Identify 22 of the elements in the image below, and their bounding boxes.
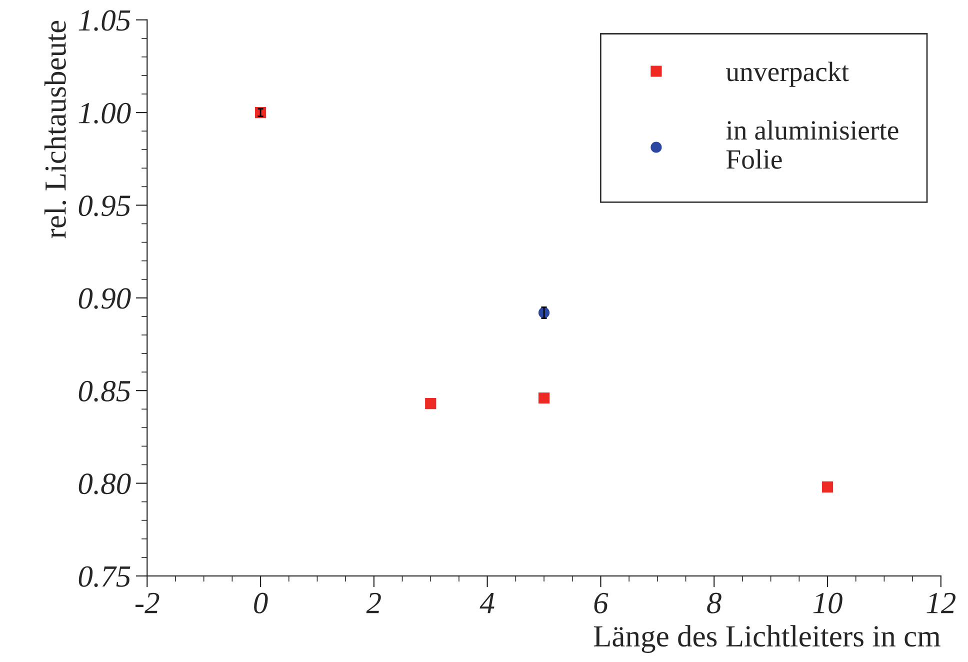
y-axis-title: rel. Lichtausbeute <box>44 20 66 238</box>
y-tick-label: 1.05 <box>78 10 130 31</box>
y-tick-label: 1.00 <box>78 102 131 124</box>
legend-label: in aluminisierte Folie <box>726 120 898 169</box>
x-tick-label: 0 <box>254 592 268 614</box>
x-axis-title: Länge des Lichtleiters in cm <box>594 625 940 653</box>
legend-label: unverpackt <box>726 62 849 87</box>
point <box>538 392 550 404</box>
y-tick-label: 0.90 <box>78 288 131 309</box>
y-tick-label: 0.75 <box>78 566 130 587</box>
x-tick-label: 4 <box>480 593 494 614</box>
x-tick-label: 8 <box>707 592 722 614</box>
x-tick-label: -2 <box>136 592 160 614</box>
y-tick-label: 0.95 <box>78 196 130 216</box>
x-tick-label: 6 <box>594 592 608 614</box>
x-tick-label: 10 <box>813 592 842 614</box>
x-tick-label: 2 <box>366 592 381 614</box>
y-tick-label: 0.80 <box>78 474 131 494</box>
point <box>425 398 436 410</box>
point <box>822 481 834 493</box>
x-tick-label: 12 <box>926 592 956 614</box>
y-tick-label: 0.85 <box>78 380 130 402</box>
